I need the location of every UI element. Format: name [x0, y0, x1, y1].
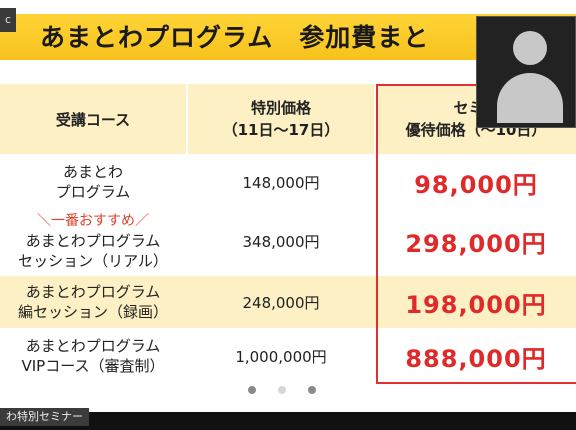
header-course: 受講コース	[0, 84, 186, 154]
table-row: ＼一番おすすめ／ あまとわプログラム セッション（リアル） 348,000円 2…	[0, 208, 576, 274]
course-cell: あまとわプログラム VIPコース（審査制）	[0, 330, 186, 382]
course-cell: あまとわ プログラム	[0, 156, 186, 208]
course-line2: セッション（リアル）	[18, 252, 168, 270]
person-silhouette-body	[497, 73, 563, 123]
header-special-price: 特別価格 （11日～17日）	[188, 84, 374, 154]
course-line1: あまとわプログラム	[25, 283, 161, 301]
pager-dot[interactable]	[278, 386, 286, 394]
recommend-badge: ＼一番おすすめ／	[37, 213, 149, 229]
corner-tag: c	[0, 8, 16, 32]
special-price-cell: 248,000円	[242, 293, 320, 312]
table-row: あまとわプログラム 編セッション（録画） 248,000円 198,000円	[0, 276, 576, 328]
course-line1: あまとわプログラム	[25, 337, 161, 355]
seminar-price-cell: 888,000円	[405, 344, 547, 373]
course-cell: ＼一番おすすめ／ あまとわプログラム セッション（リアル）	[0, 208, 186, 274]
course-line1: あまとわ	[62, 163, 123, 181]
person-silhouette-icon	[513, 31, 547, 65]
participant-name-tag: わ特別セミナー	[0, 408, 89, 426]
slide-title: あまとわプログラム 参加費まと	[40, 23, 430, 52]
pager-dot[interactable]	[308, 386, 316, 394]
table-row: あまとわ プログラム 148,000円 98,000円	[0, 156, 576, 208]
special-price-cell: 1,000,000円	[235, 347, 327, 366]
seminar-price-cell: 298,000円	[405, 229, 547, 258]
participant-video-tile[interactable]	[476, 16, 576, 128]
course-line2: プログラム	[55, 183, 131, 201]
course-cell: あまとわプログラム 編セッション（録画）	[0, 276, 186, 328]
header-special-line1: 特別価格	[250, 99, 311, 117]
header-special-line2: （11日～17日）	[222, 121, 340, 139]
course-line1: あまとわプログラム	[25, 232, 161, 250]
course-line2: 編セッション（録画）	[17, 303, 168, 321]
table-row: あまとわプログラム VIPコース（審査制） 1,000,000円 888,000…	[0, 330, 576, 382]
pager-dot[interactable]	[248, 386, 256, 394]
meeting-bottom-strip	[0, 412, 576, 430]
special-price-cell: 148,000円	[242, 173, 320, 192]
special-price-cell: 348,000円	[242, 232, 320, 251]
slide-pager	[248, 386, 316, 394]
course-line2: VIPコース（審査制）	[21, 357, 165, 375]
seminar-price-cell: 98,000円	[414, 170, 538, 199]
seminar-price-cell: 198,000円	[405, 290, 547, 319]
header-course-label: 受講コース	[55, 110, 131, 129]
